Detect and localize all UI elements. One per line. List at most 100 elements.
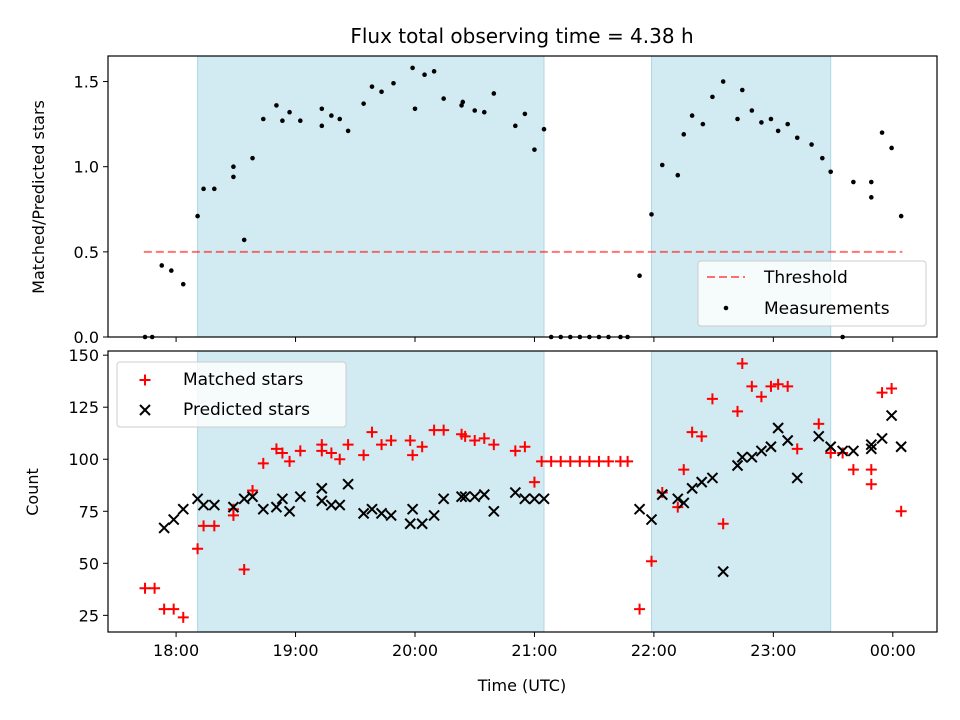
y-tick-label: 25: [79, 606, 99, 625]
data-point: [772, 422, 784, 434]
data-point: [412, 106, 418, 112]
data-point: [509, 486, 522, 499]
top-legend: Threshold Measurements: [697, 260, 927, 327]
data-point: [765, 441, 777, 453]
data-point: [357, 507, 370, 520]
data-point: [686, 426, 698, 438]
legend-box: [697, 260, 927, 327]
data-point: [828, 169, 833, 175]
data-point: [192, 543, 204, 555]
x-tick-label: 22:00: [631, 641, 677, 660]
data-point: [366, 426, 378, 438]
top-axes-frame: [107, 55, 938, 338]
data-point: [212, 186, 217, 192]
data-point: [865, 438, 878, 451]
data-point: [379, 89, 384, 95]
data-point: [513, 123, 518, 129]
data-point: [759, 120, 764, 125]
data-point: [593, 455, 605, 467]
data-point: [270, 501, 283, 513]
data-point: [736, 451, 748, 463]
bottom-legend: Matched stars Predicted stars: [116, 361, 347, 428]
data-point: [782, 380, 794, 392]
data-point: [316, 445, 328, 457]
data-point: [437, 493, 450, 505]
data-point: [634, 603, 646, 615]
data-point: [865, 443, 878, 455]
data-point: [732, 405, 744, 417]
data-point: [325, 499, 338, 511]
data-point: [459, 490, 471, 503]
data-point: [645, 513, 658, 526]
data-point: [583, 455, 595, 467]
data-point: [755, 445, 768, 457]
legend-matched-label: Matched stars: [183, 370, 303, 390]
data-point: [869, 179, 874, 185]
data-point: [809, 142, 814, 147]
y-tick-label: 50: [79, 554, 99, 573]
x-tick-label: 00:00: [870, 641, 916, 660]
data-point: [633, 503, 646, 515]
data-point: [678, 464, 690, 476]
data-point: [488, 439, 500, 451]
y-tick-label: 150: [68, 346, 99, 365]
data-point: [469, 490, 481, 503]
data-point: [428, 509, 440, 522]
y-tick-label: 75: [79, 502, 99, 521]
data-point: [208, 520, 220, 532]
data-point: [478, 432, 490, 444]
data-point: [895, 441, 907, 453]
data-point: [168, 603, 180, 615]
top-y-axis-label: Matched/Predicted stars: [29, 100, 48, 294]
data-point: [375, 507, 388, 520]
data-point: [555, 455, 567, 467]
data-point: [791, 472, 803, 484]
y-tick-label: 0.5: [74, 243, 99, 262]
data-point: [686, 482, 698, 495]
data-point: [695, 476, 708, 488]
data-point: [879, 130, 885, 135]
data-point: [319, 106, 325, 112]
data-point: [422, 72, 427, 78]
data-point: [519, 493, 531, 505]
y-tick-label: 1.0: [74, 158, 99, 177]
x-tick-label: 21:00: [511, 641, 557, 660]
data-point: [407, 449, 419, 461]
data-point: [469, 435, 481, 447]
data-point: [391, 80, 396, 86]
data-point: [238, 493, 250, 505]
data-point: [689, 113, 695, 118]
data-point: [284, 455, 296, 467]
data-point: [717, 518, 729, 530]
data-point: [637, 273, 642, 278]
data-point: [509, 445, 521, 457]
bottom-series-plus: [139, 357, 907, 623]
data-point: [675, 172, 681, 178]
data-point: [342, 439, 354, 451]
data-point: [342, 478, 354, 490]
data-point: [522, 111, 528, 117]
data-point: [876, 432, 888, 445]
data-point: [836, 445, 849, 457]
data-point: [656, 488, 668, 501]
data-point: [294, 445, 306, 457]
data-point: [768, 116, 774, 122]
x-tick-label: 20:00: [392, 641, 438, 660]
y-tick-label: 1.5: [74, 73, 99, 92]
data-point: [180, 281, 186, 287]
legend-measurements-label: Measurements: [764, 299, 890, 319]
data-point: [250, 155, 255, 161]
data-point: [876, 387, 888, 399]
data-point: [201, 186, 206, 192]
data-point: [749, 108, 755, 113]
data-point: [696, 430, 708, 442]
data-point: [334, 453, 346, 465]
data-point: [649, 212, 654, 217]
data-point: [646, 555, 658, 567]
data-point: [149, 582, 161, 594]
bottom-axes-frame: [107, 350, 938, 633]
legend-predicted-swatch: [139, 404, 151, 416]
data-point: [385, 435, 397, 447]
data-point: [519, 441, 531, 453]
